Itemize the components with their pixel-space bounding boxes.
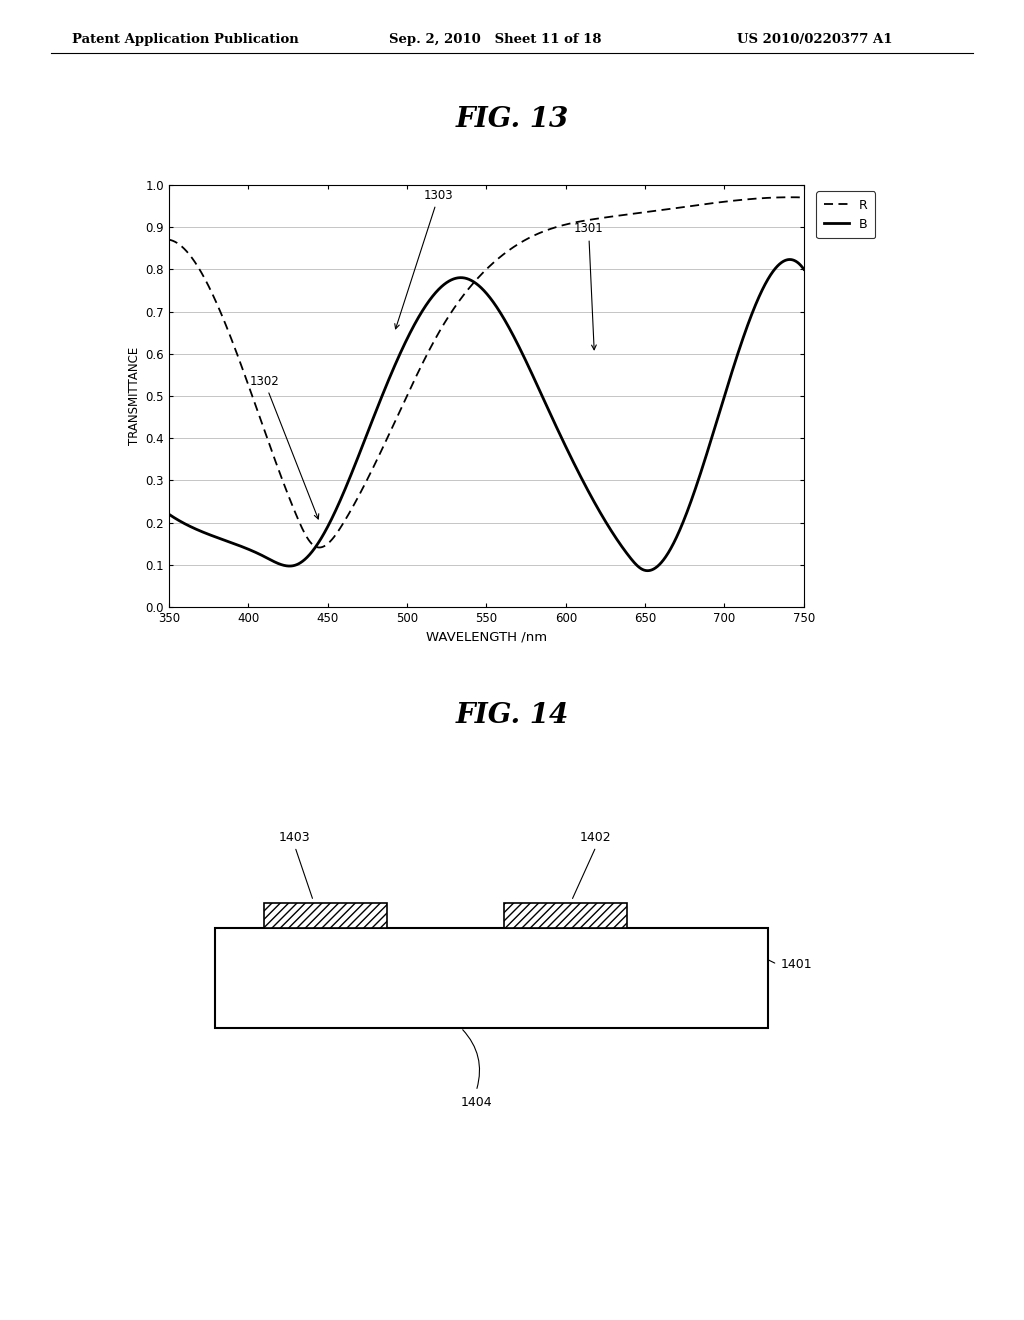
Legend: R, B: R, B	[816, 191, 876, 239]
Text: FIG. 14: FIG. 14	[456, 702, 568, 729]
B	[779, 252, 792, 268]
B	[798, 261, 810, 277]
Bar	[504, 903, 627, 928]
Text: 1301: 1301	[573, 223, 603, 350]
R	[455, 290, 467, 306]
Text: US 2010/0220377 A1: US 2010/0220377 A1	[737, 33, 893, 46]
Text: 1403: 1403	[280, 832, 310, 845]
Bar	[215, 928, 768, 1028]
Text: 1402: 1402	[581, 832, 611, 845]
Line: R: R	[169, 197, 804, 548]
Text: Sep. 2, 2010   Sheet 11 of 18: Sep. 2, 2010 Sheet 11 of 18	[389, 33, 602, 46]
B	[196, 524, 208, 540]
Text: 1303: 1303	[395, 189, 454, 329]
R	[779, 189, 792, 205]
R	[798, 190, 810, 206]
Bar	[264, 903, 387, 928]
Text: 1302: 1302	[249, 375, 318, 519]
Text: 1401: 1401	[780, 958, 812, 970]
Y-axis label: TRANSMITTANCE: TRANSMITTANCE	[128, 347, 141, 445]
R	[784, 189, 797, 205]
R	[163, 232, 175, 248]
B	[455, 269, 467, 285]
B	[641, 562, 653, 578]
B	[163, 507, 175, 523]
R	[663, 201, 675, 216]
B	[471, 277, 483, 293]
X-axis label: WAVELENGTH /nm: WAVELENGTH /nm	[426, 631, 547, 644]
Text: 1404: 1404	[461, 1096, 492, 1109]
B	[783, 252, 796, 268]
Text: FIG. 13: FIG. 13	[456, 106, 568, 132]
FancyArrowPatch shape	[463, 1030, 479, 1089]
Line: B: B	[169, 260, 804, 570]
B	[779, 252, 792, 268]
B	[663, 544, 675, 560]
Text: Patent Application Publication: Patent Application Publication	[72, 33, 298, 46]
R	[472, 271, 484, 286]
FancyArrowPatch shape	[549, 936, 775, 977]
R	[196, 264, 208, 280]
R	[779, 189, 792, 205]
R	[313, 540, 326, 556]
